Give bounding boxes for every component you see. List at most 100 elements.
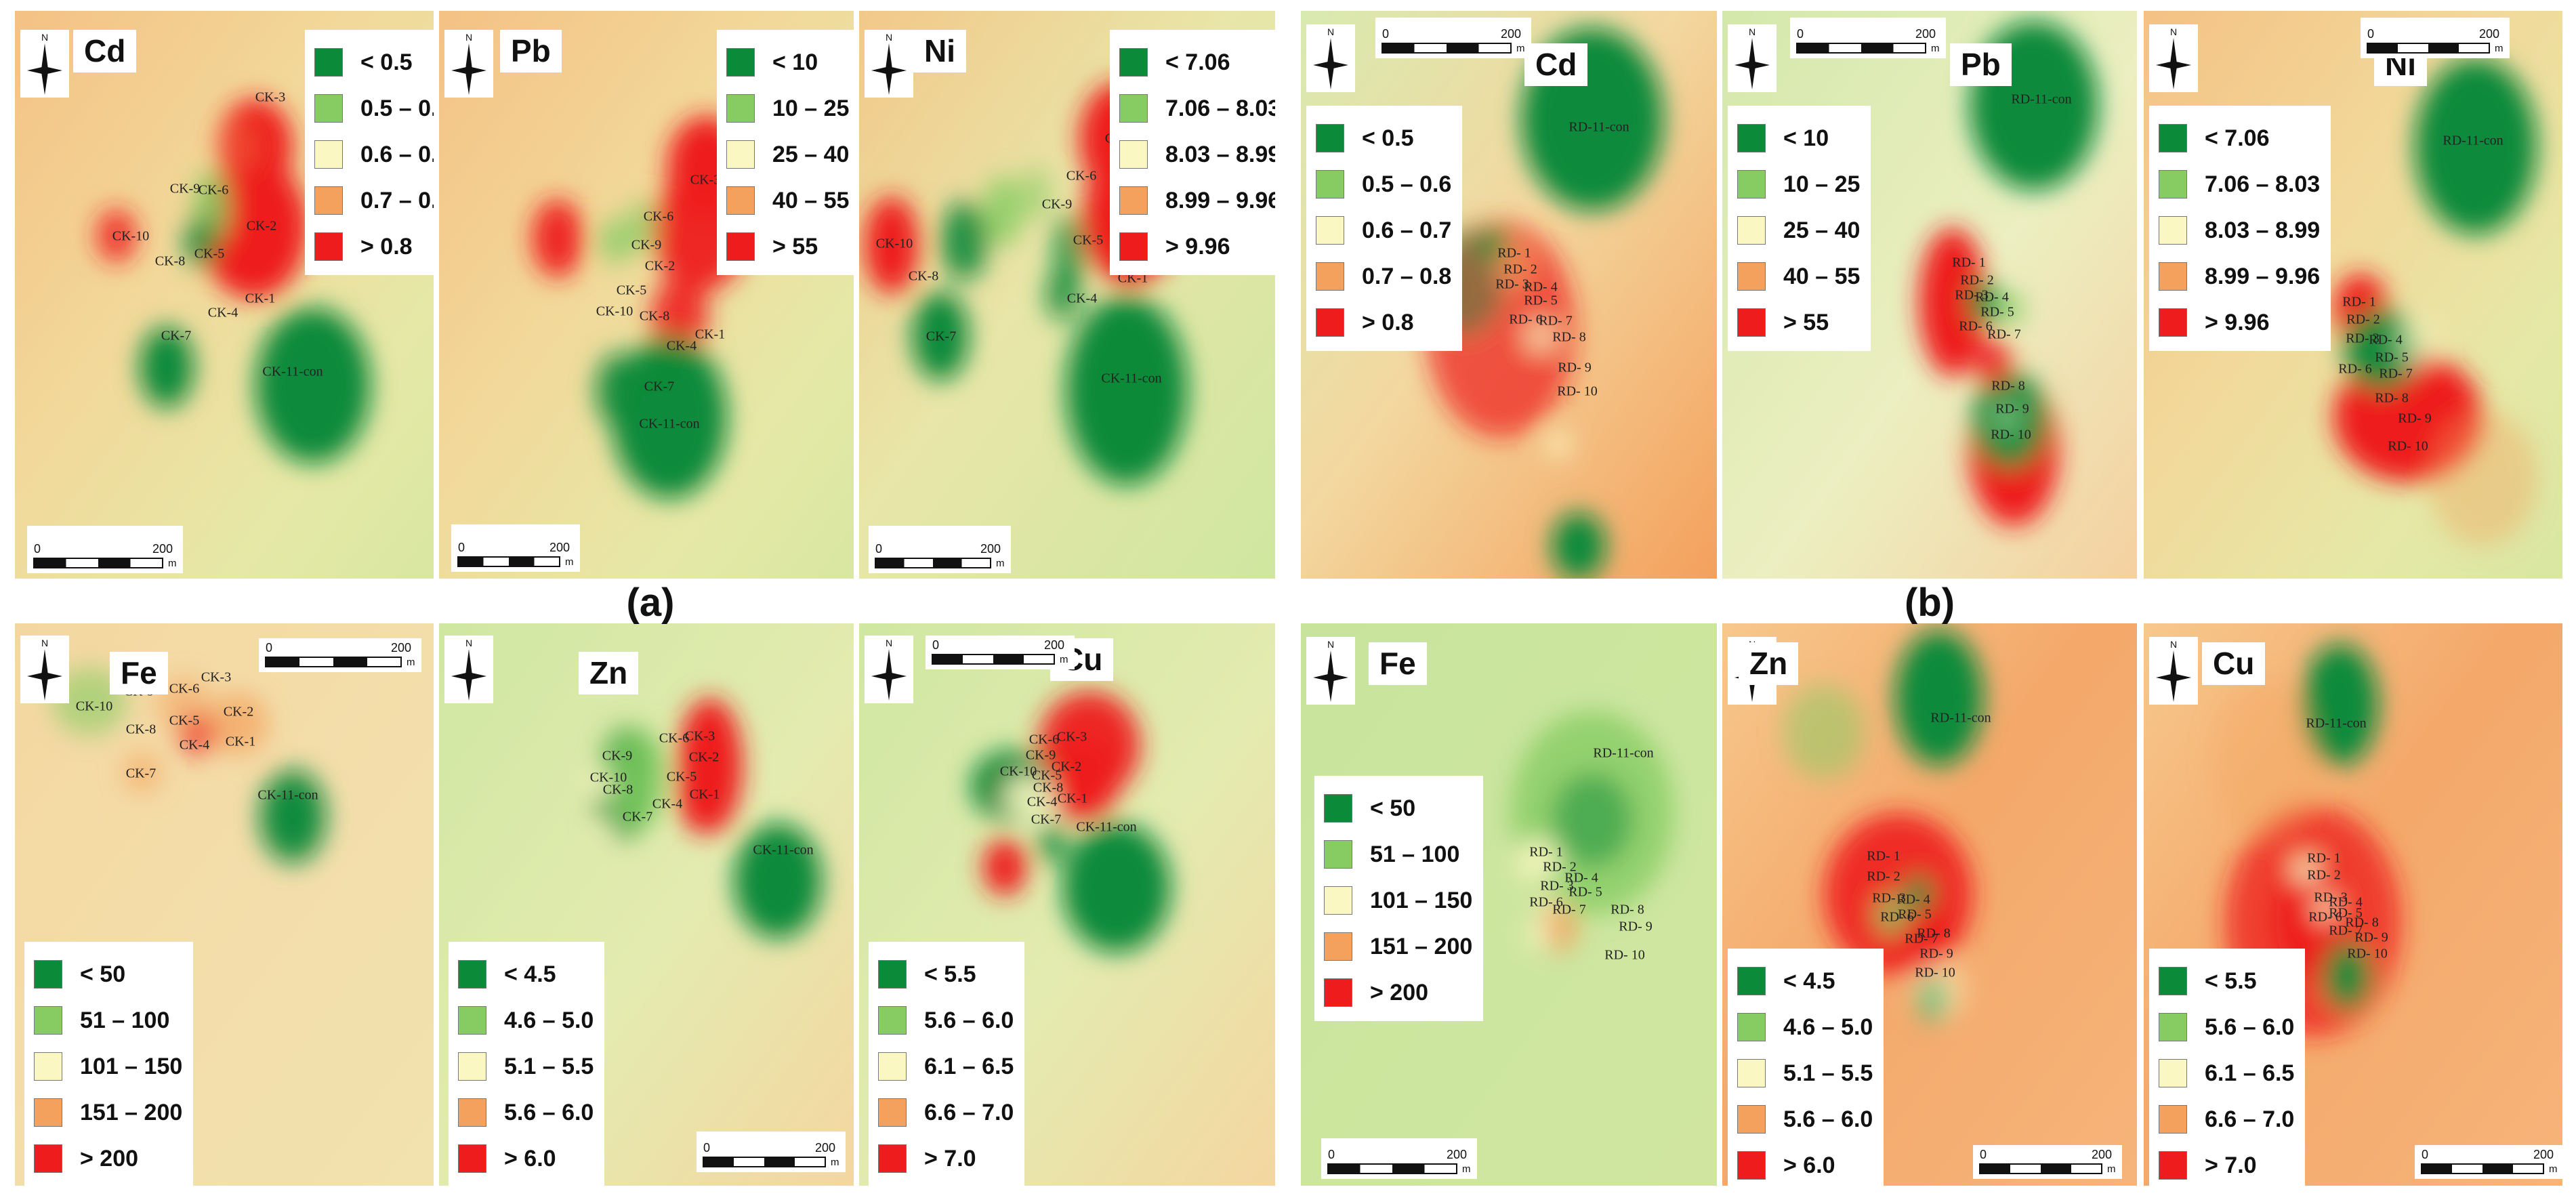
- legend-label: > 200: [80, 1145, 139, 1171]
- legend-item: 151 – 200: [34, 1089, 182, 1136]
- element-title: Pb: [500, 30, 562, 72]
- sample-site-label: RD- 6: [1880, 909, 1914, 925]
- concentration-zone: [627, 199, 657, 253]
- concentration-zone: [1897, 898, 1954, 972]
- legend-item: > 55: [1737, 299, 1860, 346]
- legend-item: > 6.0: [1737, 1142, 1873, 1186]
- legend-swatch: [314, 186, 343, 215]
- sample-site-label: RD- 9: [1558, 360, 1592, 375]
- sample-site-label: RD- 6: [2338, 361, 2372, 377]
- sample-site-label: RD- 10: [1604, 947, 1645, 963]
- sample-site-label: RD- 10: [2388, 438, 2428, 454]
- concentration-surface: [1722, 623, 2137, 1186]
- scale-distance-label: 200: [1447, 1148, 1467, 1161]
- scale-zero-label: 0: [1382, 27, 1389, 41]
- concentration-zone: [604, 728, 667, 831]
- concentration-zone: [532, 199, 583, 278]
- legend-item: 5.1 – 5.5: [458, 1043, 594, 1089]
- sample-site-label: RD- 7: [1539, 313, 1573, 329]
- scale-zero-label: 0: [266, 641, 272, 655]
- sample-site-label: CK-4: [652, 796, 683, 812]
- legend-swatch: [878, 1006, 907, 1035]
- sample-site-label: CK-3: [684, 728, 715, 744]
- legend-item: > 200: [1324, 970, 1472, 1016]
- legend-swatch: [726, 186, 755, 215]
- legend-item: 8.99 – 9.96: [2159, 253, 2320, 299]
- concentration-zone: [96, 209, 137, 263]
- legend-item: 4.6 – 5.0: [458, 997, 594, 1043]
- sample-site-label: CK-8: [1033, 780, 1064, 795]
- legend-label: > 55: [1783, 309, 1829, 335]
- sample-site-label: CK-6: [1029, 732, 1060, 747]
- sample-site-label: CK-9: [631, 237, 662, 253]
- north-label: N: [2170, 639, 2177, 650]
- element-title: Fe: [110, 652, 168, 694]
- sample-site-label: RD- 2: [2346, 312, 2380, 327]
- sample-site-label: RD- 6: [2308, 909, 2342, 925]
- legend-label: < 0.5: [360, 49, 413, 75]
- sample-site-label: RD- 9: [2398, 411, 2432, 426]
- legend-item: 10 – 25: [1737, 161, 1860, 207]
- scale-unit-label: m: [831, 1157, 839, 1168]
- sample-site-label: RD- 6: [1509, 312, 1543, 327]
- legend-swatch: [1119, 140, 1148, 169]
- legend-label: > 7.0: [924, 1145, 976, 1171]
- sample-site-label: RD- 3: [1495, 276, 1529, 292]
- legend-swatch: [1316, 170, 1344, 199]
- legend-item: > 55: [726, 224, 849, 270]
- scale-zero-label: 0: [34, 542, 41, 556]
- sample-site-label: CK-5: [1031, 768, 1062, 783]
- legend-item: 5.6 – 6.0: [1737, 1096, 1873, 1142]
- legend-swatch: [34, 1144, 62, 1173]
- element-title: Zn: [1739, 642, 1799, 685]
- legend: < 0.5 0.5 – 0.6 0.6 – 0.7 0.7 – 0.8 > 0.8: [1306, 106, 1463, 351]
- concentration-zone: [2394, 316, 2435, 370]
- concentration-zone: [599, 218, 631, 264]
- legend-label: 5.6 – 6.0: [924, 1007, 1014, 1033]
- sample-site-label: CK-10: [596, 304, 633, 319]
- legend-swatch: [314, 232, 343, 261]
- sample-site-label: CK-5: [194, 246, 225, 262]
- scale-distance-label: 200: [1501, 27, 1521, 41]
- legend-item: > 200: [34, 1136, 182, 1182]
- sample-site-label: RD- 1: [2307, 850, 2341, 866]
- sample-site-label: RD- 7: [2329, 923, 2363, 938]
- sample-site-label: CK-9: [602, 748, 633, 764]
- legend: < 10 10 – 25 25 – 40 40 – 55 > 55: [1728, 106, 1871, 351]
- sample-site-label: CK-1: [245, 291, 276, 306]
- legend: < 4.5 4.6 – 5.0 5.1 – 5.5 5.6 – 6.0 > 6.0: [1728, 949, 1884, 1186]
- legend-item: 6.6 – 7.0: [2159, 1096, 2294, 1142]
- sample-site-label: RD- 10: [1557, 383, 1598, 399]
- legend-item: > 7.0: [878, 1136, 1014, 1182]
- legend-label: > 200: [1370, 979, 1429, 1005]
- concentration-zone: [1875, 894, 1908, 935]
- legend-label: < 5.5: [2205, 968, 2257, 994]
- legend-item: 7.06 – 8.03: [2159, 161, 2320, 207]
- concentration-zone: [636, 367, 710, 482]
- north-label: N: [1327, 26, 1334, 37]
- concentration-zone: [940, 202, 988, 281]
- scale-distance-label: 200: [1044, 638, 1064, 652]
- sample-site-label: RD- 3: [2346, 331, 2380, 346]
- legend-item: 25 – 40: [1737, 207, 1860, 253]
- concentration-zone: [1909, 654, 1970, 749]
- scale-unit-label: m: [1516, 43, 1525, 54]
- legend: < 50 51 – 100 101 – 150 151 – 200 > 200: [1314, 776, 1484, 1021]
- concentration-zone: [1552, 772, 1633, 867]
- sample-site-label: RD- 5: [1569, 884, 1602, 900]
- sample-site-label: CK-3: [255, 89, 286, 105]
- sample-site-label: RD- 5: [2375, 350, 2409, 365]
- sample-site-label: CK-9: [1025, 747, 1056, 763]
- sample-site-label: CK-6: [659, 730, 690, 746]
- sample-site-label: RD- 6: [1529, 894, 1563, 910]
- sample-site-label: CK-9: [169, 181, 201, 196]
- sample-site-label: RD- 8: [1917, 926, 1951, 941]
- legend-item: 40 – 55: [1737, 253, 1860, 299]
- scale-bar: 0 200 m: [869, 526, 1011, 573]
- legend-item: 6.6 – 7.0: [878, 1089, 1014, 1136]
- legend-item: < 7.06: [2159, 115, 2320, 161]
- legend-label: 51 – 100: [1370, 841, 1460, 867]
- scale-bar: 0 200 m: [1321, 1138, 1477, 1179]
